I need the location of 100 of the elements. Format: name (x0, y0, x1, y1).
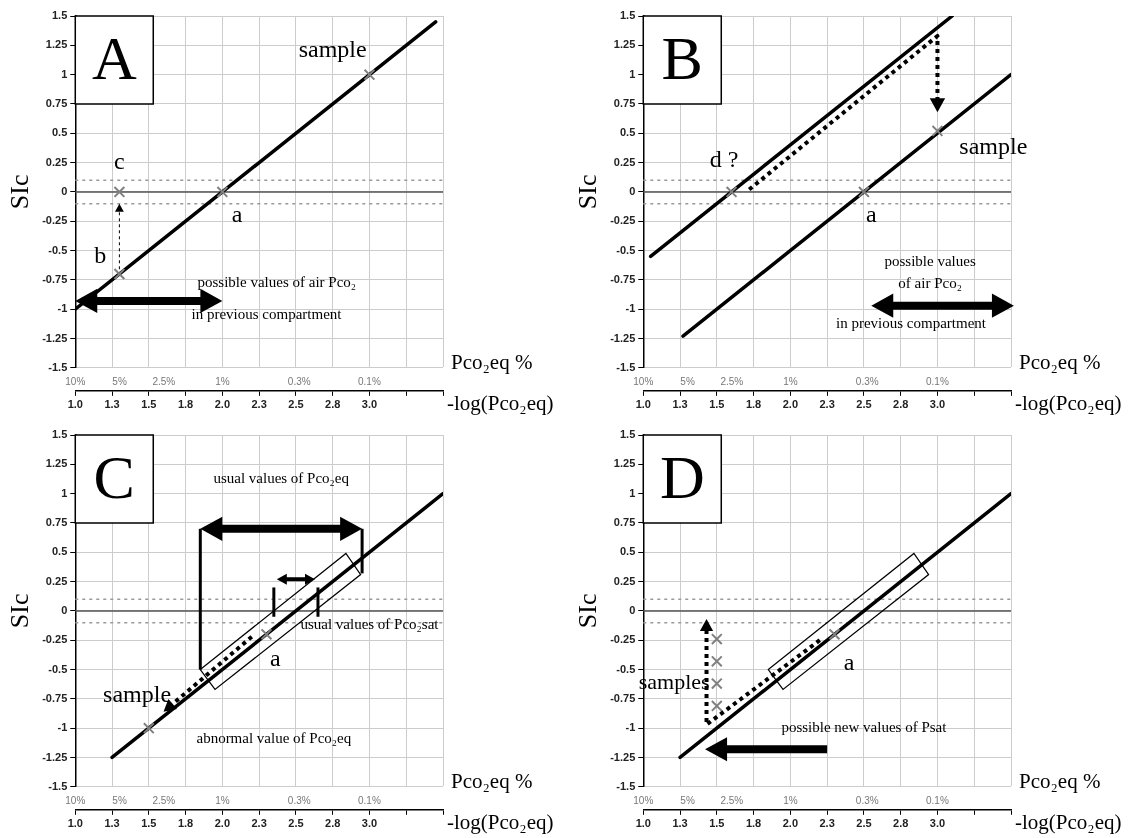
annotation: usual values of Pco₂sat (300, 615, 440, 632)
x-tick-label: 1.0 (67, 817, 83, 830)
x-tick-label: 1.8 (745, 398, 762, 411)
annotation: a (269, 645, 281, 672)
annotation: b (94, 241, 107, 268)
y-tick-label: -0.75 (610, 272, 636, 285)
y-tick-label: 0.5 (51, 126, 68, 139)
x-tick-label: 3.0 (361, 817, 378, 830)
y-axis-title: SIc (573, 174, 603, 210)
y-tick-label: 1 (629, 67, 636, 80)
annotation: possible values (884, 253, 976, 270)
point (216, 185, 229, 198)
y-tick-label: -1.5 (616, 779, 636, 792)
y-tick-label: 0.75 (613, 515, 636, 528)
chart-title: B (661, 24, 703, 93)
y-tick-label: -1.5 (616, 360, 636, 373)
x2-tick-label: 0.3% (855, 375, 879, 387)
annotation: sample (959, 132, 1028, 159)
y-tick-label: 0 (629, 184, 636, 197)
x2-tick-label: 10% (65, 794, 86, 806)
y-tick-label: 0.5 (619, 545, 636, 558)
x2-tick-label: 2.5% (152, 794, 176, 806)
x-tick-label: 1.5 (709, 817, 725, 830)
x2-tick-label: 0.3% (287, 375, 311, 387)
y-tick-label: 0 (629, 603, 636, 616)
point (710, 633, 723, 645)
x-tick-label: 1.5 (709, 398, 725, 411)
x2-tick-label: 1% (783, 375, 798, 387)
y-tick-label: 0.75 (45, 96, 68, 109)
x2-tick-label: 10% (65, 375, 86, 387)
x2-axis-title: Pco₂eq % (451, 769, 533, 794)
y-tick-label: -0.25 (42, 633, 68, 646)
y-tick-label: 1.5 (51, 428, 68, 441)
y-tick-label: -0.5 (616, 662, 636, 675)
x-tick-label: 2.0 (782, 398, 799, 411)
point (710, 699, 723, 712)
x-tick-label: 2.3 (819, 817, 835, 830)
y-tick-label: 0.25 (613, 155, 636, 168)
x-tick-label: 2.5 (856, 398, 872, 411)
x-axis-title: -log(Pco₂eq) (1015, 391, 1122, 416)
y-tick-label: 0 (61, 603, 68, 616)
x-tick-label: 2.5 (856, 817, 872, 830)
y-tick-label: -0.75 (42, 272, 68, 285)
y-tick-label: 0.75 (613, 96, 636, 109)
x2-axis-title: Pco₂eq % (1019, 350, 1101, 375)
x2-tick-label: 2.5% (720, 794, 744, 806)
x-tick-label: 3.0 (929, 398, 946, 411)
y-tick-label: 1.25 (45, 457, 68, 470)
y-tick-label: 0.25 (613, 574, 636, 587)
y-tick-label: 0.25 (45, 574, 68, 587)
x-tick-label: 2.0 (782, 817, 799, 830)
x-tick-label: 1.0 (635, 398, 651, 411)
x2-tick-label: 5% (112, 794, 127, 806)
point (113, 185, 126, 198)
y-tick-label: -0.5 (48, 243, 68, 256)
x2-tick-label: 0.3% (855, 794, 879, 806)
y-tick-label: -1.25 (610, 331, 636, 344)
y-tick-label: -1.5 (48, 360, 68, 373)
x-tick-label: 1.8 (177, 398, 194, 411)
annotation: a (231, 200, 243, 227)
y-tick-label: 1.25 (45, 38, 68, 51)
y-axis-title: SIc (5, 174, 35, 210)
y-tick-label: -0.5 (48, 662, 68, 675)
annotation: usual values of Pco₂eq (213, 470, 350, 487)
chart-title: C (93, 443, 135, 512)
chart-title: A (91, 24, 137, 93)
x-tick-label: 2.8 (893, 817, 909, 830)
annotation: sample (298, 36, 367, 63)
y-tick-label: 1 (61, 486, 68, 499)
y-tick-label: -0.25 (610, 633, 636, 646)
y-tick-label: 1 (629, 486, 636, 499)
x2-tick-label: 1% (215, 794, 230, 806)
x2-tick-label: 0.3% (287, 794, 311, 806)
x2-axis-title: Pco₂eq % (1019, 769, 1101, 794)
x-tick-label: 1.3 (672, 398, 688, 411)
y-tick-label: 0.25 (45, 155, 68, 168)
x-tick-label: 2.3 (251, 398, 267, 411)
x-axis-title: -log(Pco₂eq) (447, 391, 554, 416)
annotation: of air Pco₂ (898, 275, 962, 292)
point (828, 628, 841, 641)
y-tick-label: 0.5 (619, 126, 636, 139)
y-tick-label: -1 (57, 721, 68, 734)
y-axis-title: SIc (573, 593, 603, 629)
x-tick-label: 2.5 (288, 398, 304, 411)
x-tick-label: 3.0 (361, 398, 378, 411)
x2-tick-label: 5% (680, 794, 695, 806)
y-tick-label: -1.25 (610, 750, 636, 763)
point (710, 677, 723, 690)
x-tick-label: 1.3 (104, 398, 120, 411)
annotation: c (114, 147, 125, 174)
point (113, 268, 126, 280)
annotation: d ? (709, 145, 739, 172)
x2-tick-label: 0.1% (358, 375, 381, 387)
point (363, 68, 376, 81)
x-tick-label: 2.0 (214, 817, 231, 830)
y-tick-label: -1 (625, 302, 636, 315)
x-axis-title: -log(Pco₂eq) (447, 810, 554, 835)
point (710, 655, 723, 668)
y-tick-label: -0.5 (616, 243, 636, 256)
annotation: in previous compartment (835, 315, 987, 332)
